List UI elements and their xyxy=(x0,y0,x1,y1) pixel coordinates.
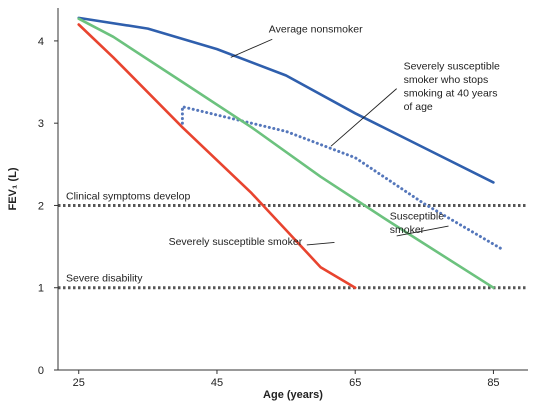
annotation-label-0: Average nonsmoker xyxy=(269,24,363,36)
y-axis-title: FEV₁ (L) xyxy=(7,167,19,210)
threshold-lines xyxy=(58,203,528,290)
series-line-susceptible xyxy=(77,17,495,290)
x-tick-label-3: 85 xyxy=(487,377,499,389)
series-lines xyxy=(77,16,502,290)
series-line-average xyxy=(77,16,495,184)
series-line-stops xyxy=(180,105,502,250)
threshold-label-0: Clinical symptoms develop xyxy=(66,190,190,202)
annotation-line: smoking at 40 years xyxy=(404,88,498,100)
threshold-label-1: Severe disability xyxy=(66,273,143,285)
annotation-line: of age xyxy=(404,101,433,113)
y-tick-label-1: 1 xyxy=(38,283,44,295)
y-tick-label-2: 2 xyxy=(38,200,44,212)
x-axis-title: Age (years) xyxy=(263,389,323,401)
x-tick-label-2: 65 xyxy=(349,377,361,389)
y-tick-label-0: 0 xyxy=(38,365,44,377)
annotation-line: Severely susceptible smoker xyxy=(169,236,303,248)
annotation-line: Severely susceptible xyxy=(404,61,500,73)
axes xyxy=(57,8,528,371)
series-line-severe xyxy=(77,23,357,290)
x-tick-label-1: 45 xyxy=(211,377,223,389)
y-tick-label-3: 3 xyxy=(38,118,44,130)
annotation-label-3: Severely susceptible smoker xyxy=(169,236,303,248)
x-tick-label-0: 25 xyxy=(73,377,85,389)
annotation-line: smoker who stops xyxy=(404,74,489,86)
annotation-pointer-0 xyxy=(230,38,273,58)
annotation-line: Average nonsmoker xyxy=(269,24,363,36)
annotation-pointers xyxy=(230,38,449,246)
annotation-pointer-2 xyxy=(396,225,449,237)
annotation-label-1: Severely susceptible smoker who stops smok… xyxy=(404,61,500,114)
annotation-labels: Clinical symptoms develop Severe disabili… xyxy=(66,24,500,285)
annotation-line: Susceptible xyxy=(390,210,444,222)
annotation-line: smoker xyxy=(390,224,425,236)
annotation-pointer-3 xyxy=(306,242,335,246)
tick-labels: 25 45 65 85 0 1 2 3 4 xyxy=(38,36,500,389)
y-tick-label-4: 4 xyxy=(38,36,44,48)
annotation-pointer-1 xyxy=(330,88,397,147)
annotation-label-2: Susceptible smoker xyxy=(390,210,444,236)
